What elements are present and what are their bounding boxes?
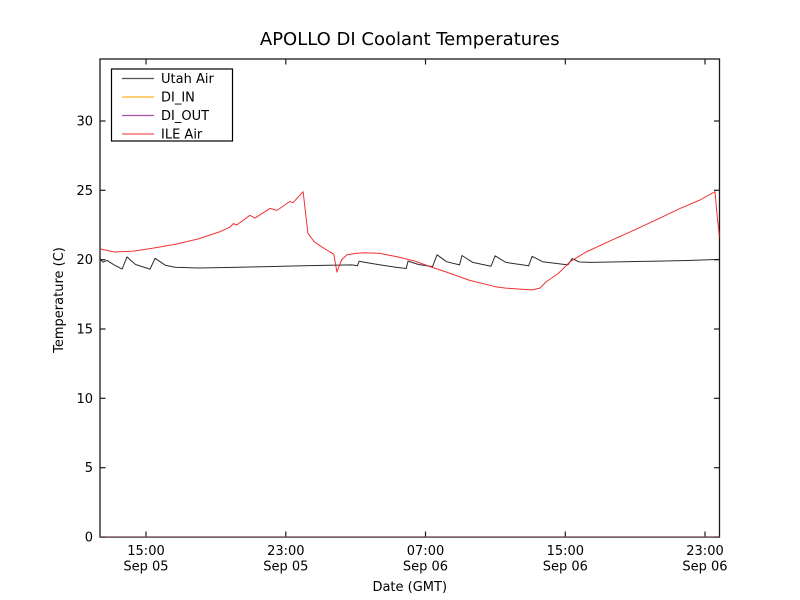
y-tick-label-6: 30 [76, 115, 93, 130]
x-tick-label-time-3: 15:00 [547, 544, 584, 559]
y-tick-label-5: 25 [76, 184, 93, 199]
legend: Utah Air DI_IN DI_OUT ILE Air [110, 68, 234, 143]
x-tick-label-date-1: Sep 05 [263, 560, 308, 575]
legend-label-di-in: DI_IN [161, 91, 195, 106]
y-tick-label-2: 10 [76, 392, 93, 407]
series-line-utah-air [100, 254, 720, 270]
y-axis-ticks: 0 5 10 15 20 25 30 [76, 115, 720, 546]
legend-label-ile-air: ILE Air [161, 128, 203, 143]
chart-title: APOLLO DI Coolant Temperatures [260, 29, 560, 50]
y-tick-label-0: 0 [85, 531, 93, 546]
x-tick-label-time-1: 23:00 [267, 544, 304, 559]
x-tick-label-time-2: 07:00 [407, 544, 444, 559]
x-tick-label-date-4: Sep 06 [682, 560, 727, 575]
y-tick-label-4: 20 [76, 253, 93, 268]
series-line-ile-air [100, 191, 720, 291]
x-tick-label-date-0: Sep 05 [123, 560, 168, 575]
x-axis-label: Date (GMT) [372, 580, 447, 595]
y-tick-label-3: 15 [76, 323, 93, 338]
y-tick-label-1: 5 [85, 461, 93, 476]
legend-box [110, 68, 234, 142]
x-tick-label-date-2: Sep 06 [403, 560, 448, 575]
y-axis-label: Temperature (C) [52, 247, 67, 354]
x-tick-label-time-4: 23:00 [686, 544, 723, 559]
x-tick-label-time-0: 15:00 [127, 544, 164, 559]
legend-label-utah-air: Utah Air [161, 72, 214, 87]
legend-label-di-out: DI_OUT [161, 109, 209, 124]
x-tick-label-date-3: Sep 06 [543, 560, 588, 575]
series-group [100, 191, 720, 537]
